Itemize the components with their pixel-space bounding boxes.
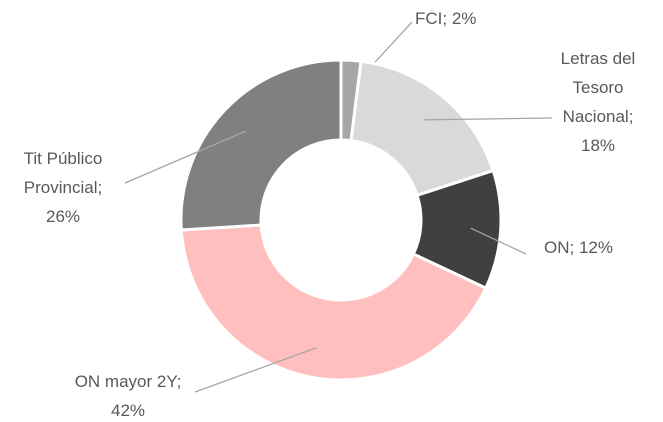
label-line: Nacional;	[563, 107, 634, 126]
label-line: ON mayor 2Y;	[75, 372, 182, 391]
label-line: FCI; 2%	[415, 9, 476, 28]
label-line: 42%	[111, 401, 145, 420]
label-line: ON; 12%	[544, 238, 613, 257]
leader-line	[194, 347, 317, 393]
label-line: Letras del	[561, 49, 636, 68]
data-label: Tit Público Provincial; 26%	[24, 149, 103, 226]
data-label: FCI; 2%	[415, 9, 476, 28]
leader-line	[124, 130, 247, 184]
data-label: ON; 12%	[544, 238, 613, 257]
data-label: Letras del Tesoro Nacional; 18%	[561, 49, 636, 155]
label-line: Tit Público	[24, 149, 103, 168]
label-line: 26%	[46, 207, 80, 226]
data-label: ON mayor 2Y; 42%	[75, 372, 182, 420]
donut-segment	[349, 59, 496, 198]
label-line: Tesoro	[572, 78, 623, 97]
donut-segment	[179, 223, 488, 382]
leader-line	[423, 117, 553, 121]
donut-segment	[179, 58, 343, 232]
label-line: 18%	[581, 136, 615, 155]
leader-line	[470, 227, 527, 255]
label-line: Provincial;	[24, 178, 102, 197]
